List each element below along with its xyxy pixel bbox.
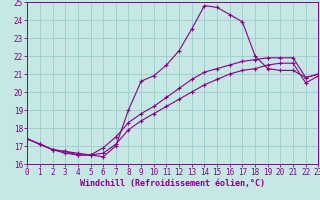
X-axis label: Windchill (Refroidissement éolien,°C): Windchill (Refroidissement éolien,°C) [80,179,265,188]
